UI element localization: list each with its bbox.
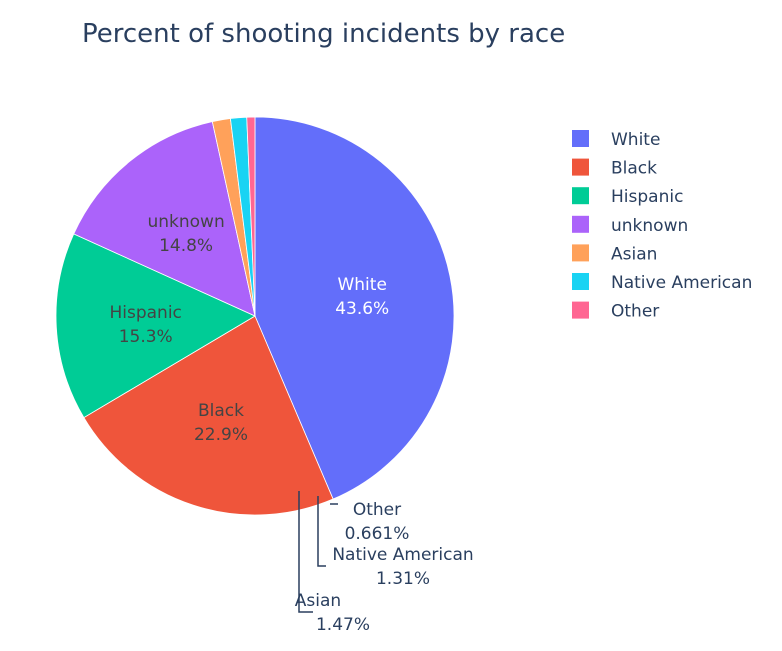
leader-line-native-american	[317, 496, 326, 567]
legend-item-white[interactable]: White	[572, 130, 660, 150]
pie-slice-white[interactable]	[254, 116, 455, 500]
pie-slice-unknown[interactable]	[73, 121, 256, 317]
legend-label-hispanic: Hispanic	[611, 187, 683, 207]
slice-percent-black: 22.9%	[194, 425, 248, 445]
pie-slice-other[interactable]	[246, 116, 256, 317]
legend-swatch-hispanic	[572, 187, 589, 205]
slice-label-asian: Asian	[295, 591, 341, 611]
pie-slice-hispanic[interactable]	[55, 233, 256, 419]
leader-line-asian	[298, 491, 313, 613]
slice-label-hispanic: Hispanic	[109, 303, 181, 323]
legend-item-hispanic[interactable]: Hispanic	[572, 187, 683, 207]
legend-label-other: Other	[611, 302, 659, 322]
legend-swatch-white	[572, 130, 589, 147]
slice-percent-asian: 1.47%	[316, 615, 370, 635]
legend-item-asian[interactable]: Asian	[572, 244, 657, 264]
chart-title: Percent of shooting incidents by race	[82, 19, 565, 49]
pie-slice-black[interactable]	[83, 315, 334, 516]
leader-lines	[298, 491, 338, 613]
legend-item-black[interactable]: Black	[572, 158, 657, 179]
legend-swatch-unknown	[572, 215, 589, 233]
slice-percent-hispanic: 15.3%	[119, 327, 173, 347]
slice-percent-unknown: 14.8%	[159, 236, 213, 256]
legend-swatch-black	[572, 158, 589, 176]
legend-item-other[interactable]: Other	[572, 301, 659, 322]
slice-label-black: Black	[198, 401, 244, 421]
legend-item-unknown[interactable]: unknown	[572, 215, 688, 236]
slice-labels: White 43.6% Black 22.9% Hispanic 15.3% unknown…	[109, 212, 473, 635]
legend-label-white: White	[611, 130, 660, 150]
slice-percent-native-american: 1.31%	[376, 569, 430, 589]
legend-item-native-american[interactable]: Native American	[572, 273, 752, 293]
legend-label-unknown: unknown	[611, 216, 688, 236]
slice-label-white: White	[337, 275, 386, 295]
legend[interactable]: White Black Hispanic unknown Asian Native Ame…	[572, 130, 752, 322]
slice-label-native-american: Native American	[332, 545, 473, 565]
slice-label-other: Other	[353, 500, 401, 520]
legend-swatch-asian	[572, 244, 589, 262]
slice-percent-other: 0.661%	[345, 524, 410, 544]
slice-percent-white: 43.6%	[335, 299, 389, 319]
legend-swatch-native-american	[572, 273, 589, 290]
legend-label-asian: Asian	[611, 244, 657, 264]
slice-label-unknown: unknown	[147, 212, 224, 232]
pie-slices	[55, 116, 455, 516]
legend-label-native-american: Native American	[611, 273, 752, 293]
legend-swatch-other	[572, 301, 589, 319]
legend-label-black: Black	[611, 159, 657, 179]
